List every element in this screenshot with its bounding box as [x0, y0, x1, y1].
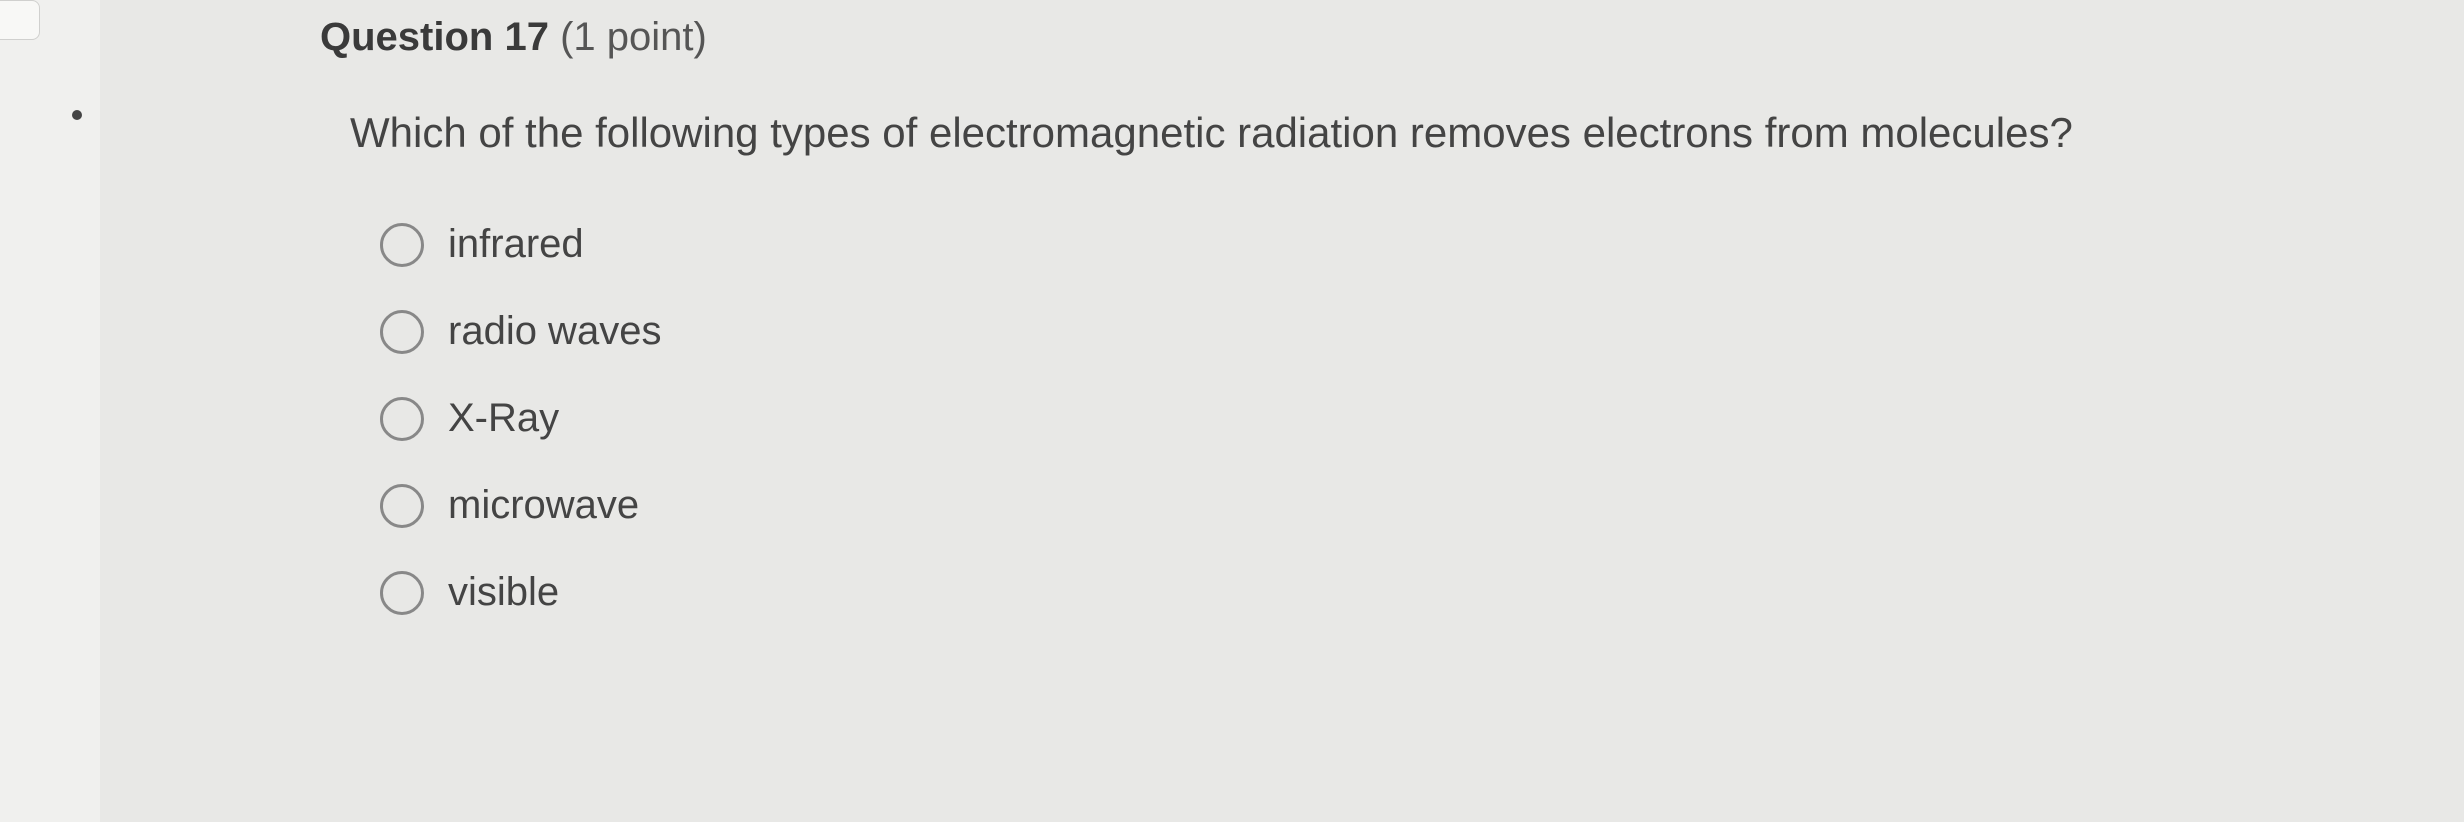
option-label: visible: [448, 570, 559, 615]
question-text: Which of the following types of electrom…: [350, 98, 2404, 167]
option-row[interactable]: visible: [380, 570, 2404, 615]
radio-icon[interactable]: [380, 484, 424, 528]
question-content: Question 17 (1 point) Which of the follo…: [320, 15, 2404, 657]
question-points: (1 point): [560, 15, 707, 59]
nav-item-fragment: [0, 0, 40, 40]
option-label: microwave: [448, 483, 639, 528]
question-number: Question 17: [320, 15, 549, 59]
radio-icon[interactable]: [380, 310, 424, 354]
status-dot-icon: [72, 110, 82, 120]
question-header: Question 17 (1 point): [320, 15, 2404, 60]
option-row[interactable]: X-Ray: [380, 396, 2404, 441]
option-row[interactable]: infrared: [380, 222, 2404, 267]
radio-icon[interactable]: [380, 397, 424, 441]
option-row[interactable]: microwave: [380, 483, 2404, 528]
options-list: infrared radio waves X-Ray microwave vis…: [380, 222, 2404, 615]
option-label: X-Ray: [448, 396, 559, 441]
option-row[interactable]: radio waves: [380, 309, 2404, 354]
radio-icon[interactable]: [380, 571, 424, 615]
option-label: infrared: [448, 222, 584, 267]
option-label: radio waves: [448, 309, 661, 354]
sidebar-nav: [0, 0, 100, 822]
radio-icon[interactable]: [380, 223, 424, 267]
